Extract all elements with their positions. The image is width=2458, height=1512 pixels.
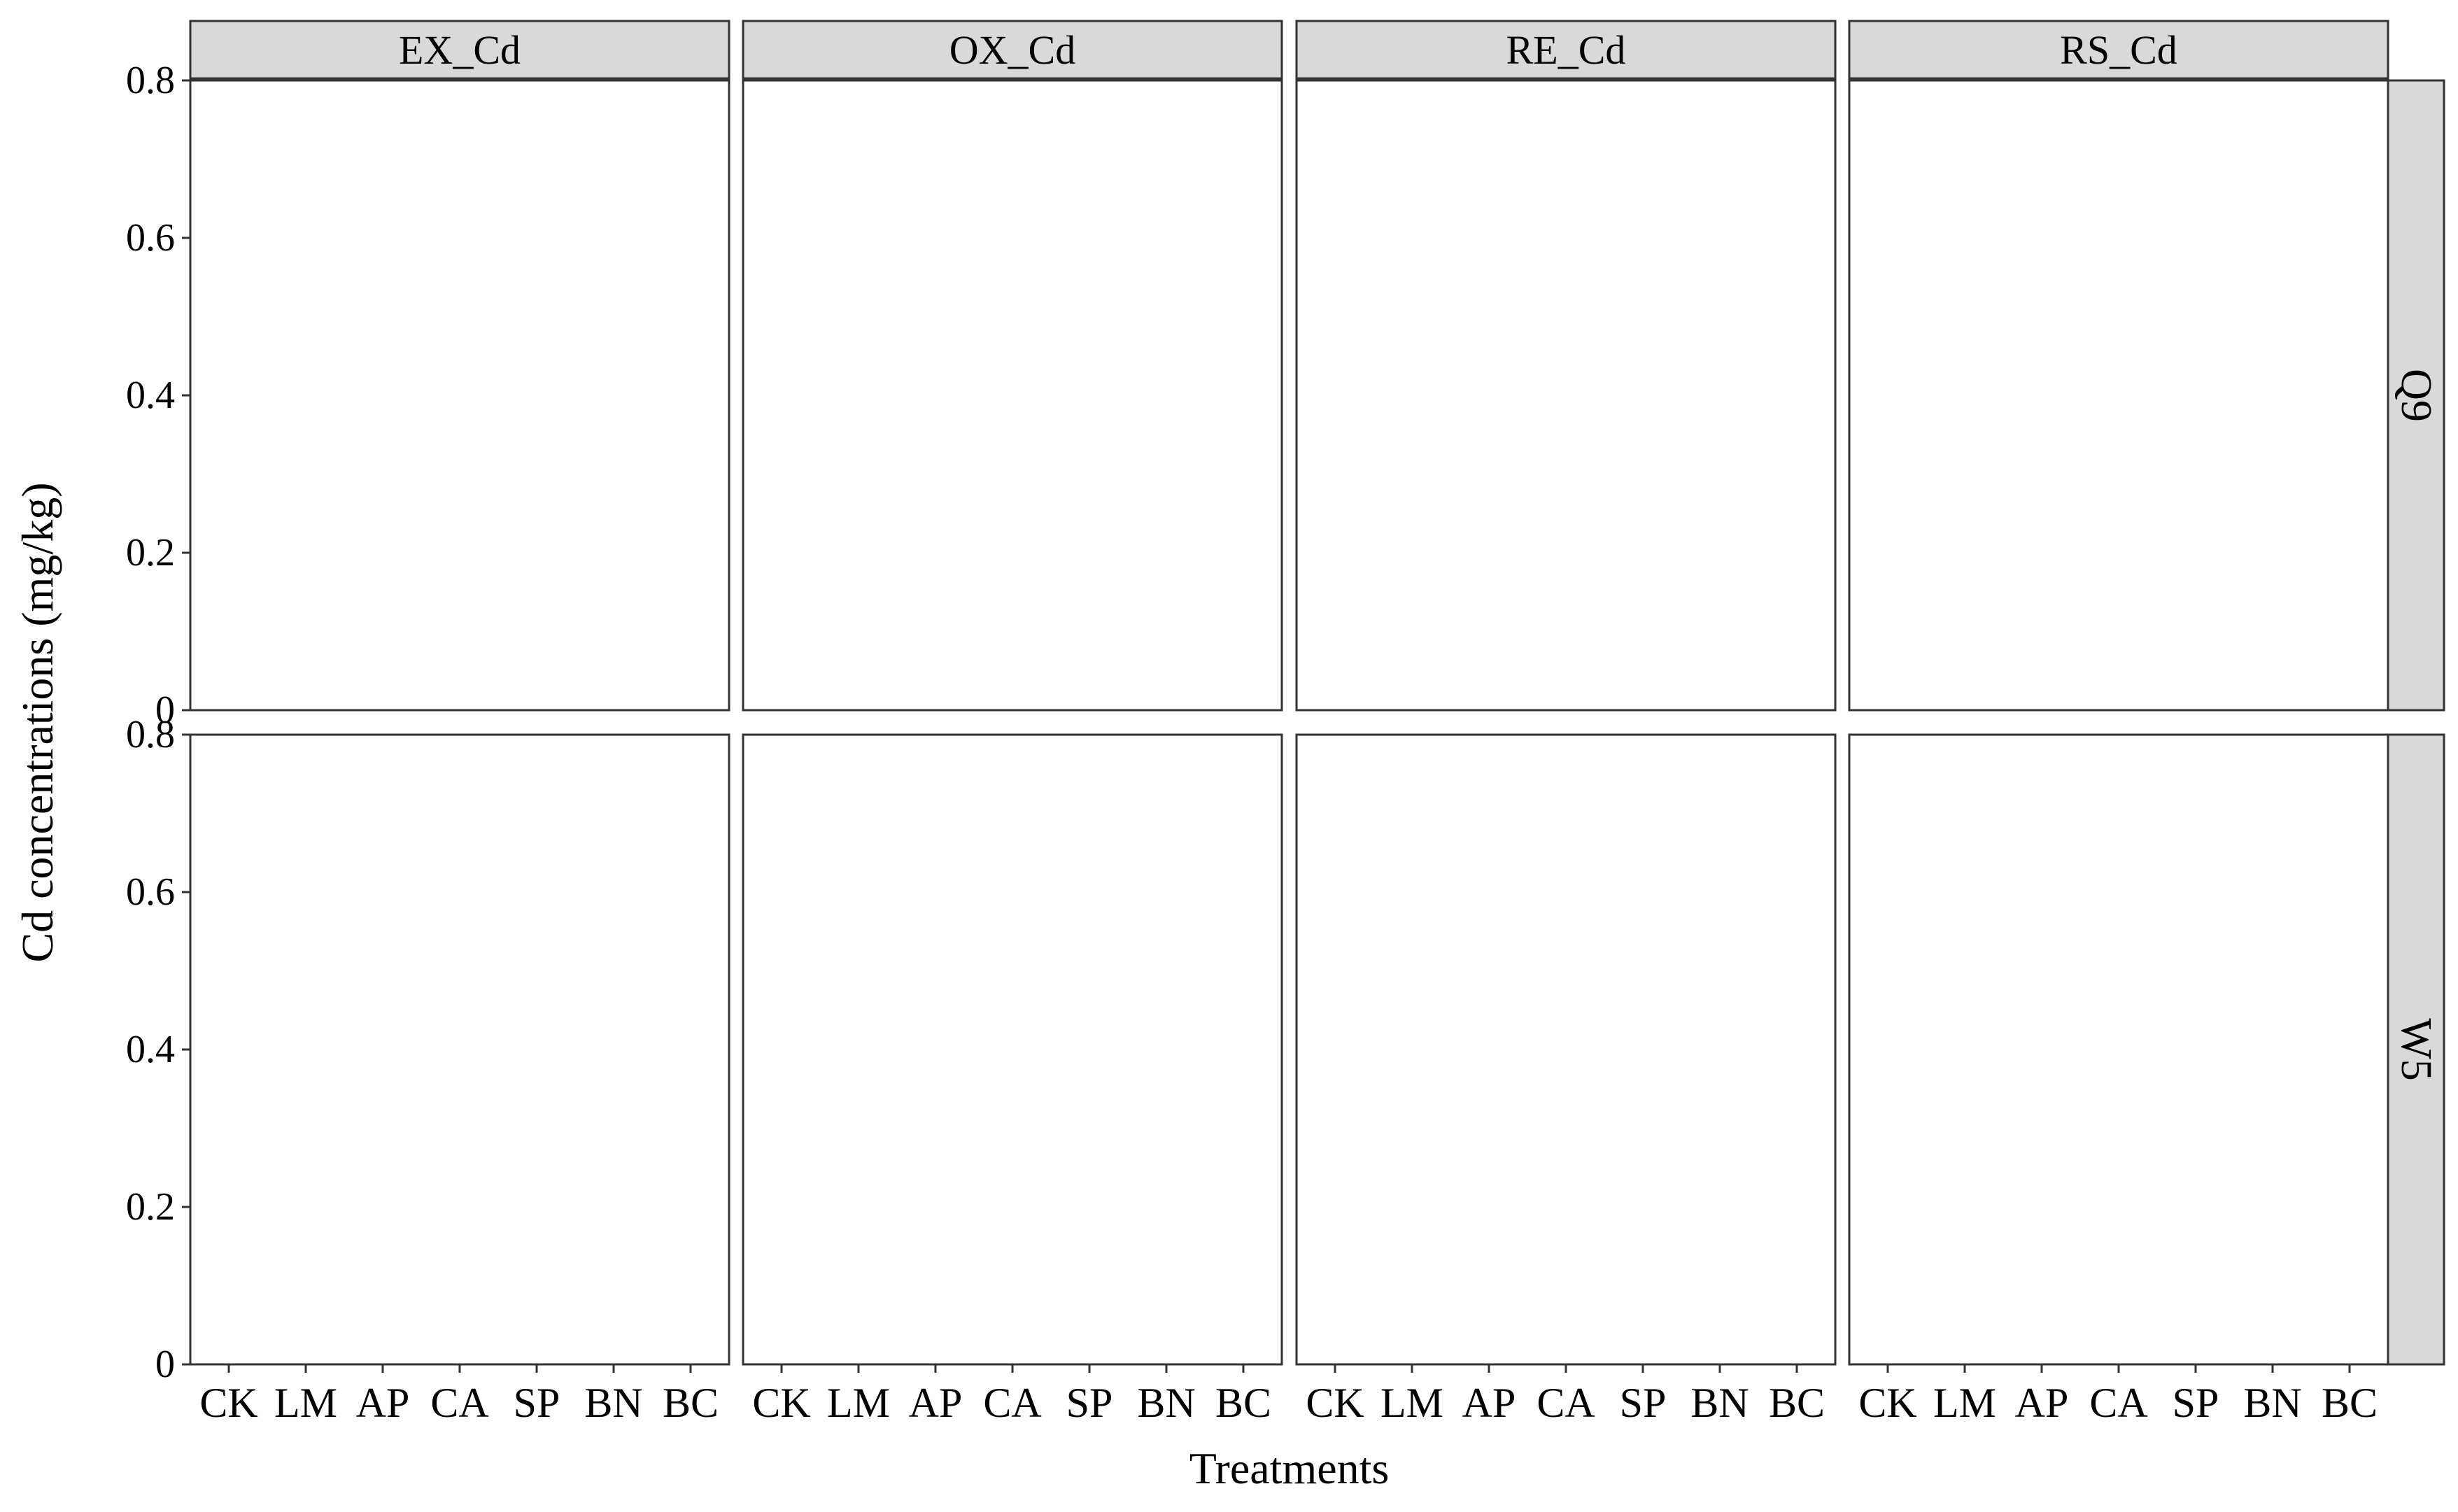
y-tick-label: 0.2 bbox=[126, 1185, 175, 1229]
panel-W5-RE_Cd bbox=[1295, 733, 1837, 1366]
facet-strip-RE_Cd bbox=[1295, 20, 1837, 80]
facet-strip-label: RE_Cd bbox=[1506, 27, 1626, 73]
x-tick-label: LM bbox=[1380, 1380, 1443, 1426]
panel-border bbox=[189, 79, 730, 712]
x-tick-label: LM bbox=[827, 1380, 890, 1426]
y-tick-label: 0.6 bbox=[126, 216, 175, 260]
panel-W5-EX_Cd: 0.610.47*0.49*0.56 bbox=[189, 733, 730, 1366]
facet-strip-label: RS_Cd bbox=[2060, 27, 2177, 73]
panel-Q9-RE_Cd bbox=[1295, 79, 1837, 712]
panel-border bbox=[742, 79, 1283, 712]
y-tick-label: 0.2 bbox=[126, 531, 175, 574]
x-tick-label: AP bbox=[2015, 1380, 2069, 1426]
x-tick-label: LM bbox=[1933, 1380, 1996, 1426]
x-tick-label: CA bbox=[430, 1380, 488, 1426]
x-tick-label: CA bbox=[983, 1380, 1041, 1426]
x-tick-label: BC bbox=[1215, 1380, 1271, 1426]
row-strip-Q9 bbox=[2387, 79, 2445, 712]
x-tick-label: AP bbox=[909, 1380, 963, 1426]
panel-border bbox=[1848, 79, 2389, 712]
x-tick-label: BN bbox=[2243, 1380, 2301, 1426]
panel-border bbox=[1848, 733, 2389, 1366]
y-axis-title: Cd concentrations (mg/kg) bbox=[13, 482, 62, 962]
panel-W5-RS_Cd bbox=[1848, 733, 2389, 1366]
row-strip-label: Q9 bbox=[2392, 369, 2440, 422]
x-tick-label: BC bbox=[1769, 1380, 1825, 1426]
facet-strip-RS_Cd bbox=[1848, 20, 2389, 80]
x-tick-label: CK bbox=[199, 1380, 257, 1426]
x-tick-label: SP bbox=[514, 1380, 560, 1426]
x-tick-label: AP bbox=[356, 1380, 410, 1426]
y-tick-label: 0.4 bbox=[126, 374, 175, 417]
panel-border bbox=[1295, 79, 1837, 712]
y-tick-label: 0 bbox=[155, 1343, 175, 1386]
panel-Q9-RS_Cd bbox=[1848, 79, 2389, 712]
facet-strip-OX_Cd bbox=[742, 20, 1283, 80]
panel-Q9-EX_Cd: 0.700.56*0.49*0.55* bbox=[189, 77, 730, 712]
y-tick-label: 0 bbox=[155, 688, 175, 732]
panel-border bbox=[742, 733, 1283, 1366]
y-tick-label: 0.8 bbox=[126, 59, 175, 102]
x-tick-label: BC bbox=[663, 1380, 719, 1426]
panel-border bbox=[189, 733, 730, 1366]
x-tick-label: CK bbox=[752, 1380, 810, 1426]
x-tick-label: AP bbox=[1462, 1380, 1516, 1426]
x-tick-label: BN bbox=[1137, 1380, 1195, 1426]
x-tick-label: SP bbox=[2173, 1380, 2219, 1426]
x-tick-label: CA bbox=[2089, 1380, 2147, 1426]
facet-strip-label: OX_Cd bbox=[949, 27, 1075, 73]
panel-Q9-OX_Cd bbox=[742, 79, 1283, 712]
x-tick-label: BN bbox=[584, 1380, 642, 1426]
x-tick-label: SP bbox=[1620, 1380, 1667, 1426]
panel-border bbox=[1295, 733, 1837, 1366]
x-axis-title: Treatments bbox=[1189, 1443, 1390, 1493]
y-tick-label: 0.6 bbox=[126, 870, 175, 914]
x-tick-label: CK bbox=[1306, 1380, 1364, 1426]
row-strip-label: W5 bbox=[2392, 1018, 2440, 1081]
x-tick-label: LM bbox=[274, 1380, 337, 1426]
facet-strip-EX_Cd bbox=[189, 20, 730, 80]
y-tick-label: 0.8 bbox=[126, 713, 175, 756]
x-tick-label: BN bbox=[1690, 1380, 1749, 1426]
x-tick-label: CK bbox=[1858, 1380, 1916, 1426]
x-tick-label: BC bbox=[2322, 1380, 2378, 1426]
y-tick-label: 0.4 bbox=[126, 1028, 175, 1071]
facet-strip-label: EX_Cd bbox=[399, 27, 521, 73]
panel-W5-OX_Cd bbox=[742, 733, 1283, 1366]
x-tick-label: SP bbox=[1066, 1380, 1113, 1426]
x-tick-label: CA bbox=[1537, 1380, 1595, 1426]
